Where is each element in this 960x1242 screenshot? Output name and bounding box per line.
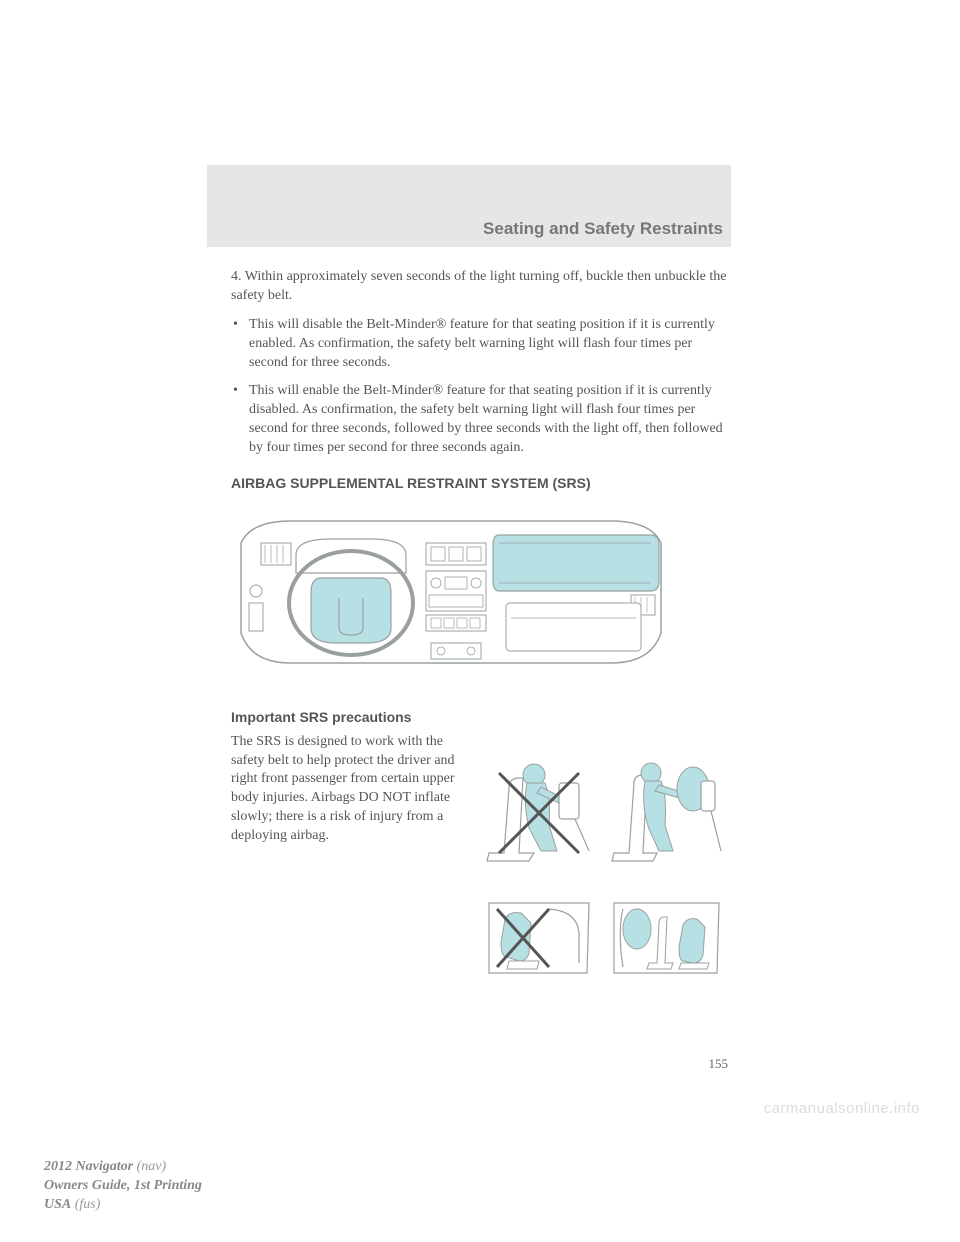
header-block: Seating and Safety Restraints [207,165,731,247]
step-4-text: 4. Within approximately seven seconds of… [231,268,731,306]
footer-region: USA [44,1197,71,1212]
bullet-item-1: This will disable the Belt-Minder® featu… [231,316,731,373]
two-column-row: The SRS is designed to work with the saf… [231,733,731,1020]
page-container: Seating and Safety Restraints 4. Within … [0,0,960,1242]
footer-line-3: USA (fus) [44,1196,202,1215]
bullet-list: This will disable the Belt-Minder® featu… [231,316,731,458]
seating-svg [479,733,729,1013]
seating-figures [479,733,731,1020]
bullet-item-2: This will enable the Belt-Minder® featur… [231,382,731,458]
footer-code-2: (fus) [75,1197,101,1212]
page-number: 155 [709,1056,729,1072]
precautions-text-column: The SRS is designed to work with the saf… [231,733,461,1020]
dashboard-figure [231,503,731,690]
footer-line-1: 2012 Navigator (nav) [44,1158,202,1177]
dashboard-svg [231,503,671,683]
footer-code-1: (nav) [137,1159,167,1174]
precautions-heading: Important SRS precautions [231,708,731,727]
footer-block: 2012 Navigator (nav) Owners Guide, 1st P… [44,1158,202,1215]
srs-heading: AIRBAG SUPPLEMENTAL RESTRAINT SYSTEM (SR… [231,474,731,493]
chapter-title: Seating and Safety Restraints [483,219,723,239]
content-area: 4. Within approximately seven seconds of… [231,268,731,1020]
footer-model: 2012 Navigator [44,1159,133,1174]
precautions-paragraph: The SRS is designed to work with the saf… [231,733,461,846]
footer-line-2: Owners Guide, 1st Printing [44,1177,202,1196]
watermark-text: carmanualsonline.info [764,1100,920,1117]
